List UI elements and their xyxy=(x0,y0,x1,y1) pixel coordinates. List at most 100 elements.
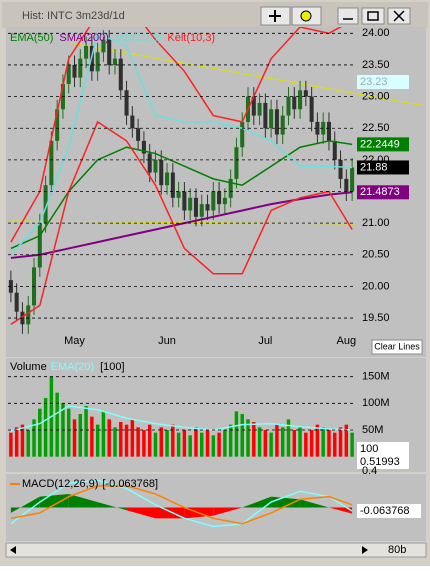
candle-body xyxy=(205,204,210,211)
candle-body xyxy=(344,178,349,192)
candle-body xyxy=(141,140,146,154)
candle-body xyxy=(182,191,187,211)
candle-body xyxy=(274,109,279,135)
candle-body xyxy=(350,167,355,192)
volume-bar xyxy=(280,427,285,457)
candle-body xyxy=(170,172,175,198)
candle-body xyxy=(118,58,123,91)
minimize-button[interactable] xyxy=(337,7,359,25)
y-tick-label: 19.50 xyxy=(362,312,390,324)
price-tag xyxy=(357,455,409,469)
y-tick-label: 23.50 xyxy=(362,59,390,71)
candle-body xyxy=(217,191,222,205)
volume-bar xyxy=(333,432,337,457)
candle-body xyxy=(321,121,326,135)
volume-bar xyxy=(176,432,181,457)
volume-bar xyxy=(309,430,314,457)
volume-bar xyxy=(217,432,221,457)
candle-body xyxy=(78,58,83,78)
volume-bar xyxy=(344,424,349,457)
volume-bar xyxy=(119,422,123,457)
macd-histogram xyxy=(97,502,127,511)
candle-body xyxy=(112,58,118,65)
volume-bar xyxy=(159,427,163,457)
macd-line xyxy=(10,485,353,525)
volume-bar xyxy=(286,419,291,457)
volume-bar xyxy=(246,419,250,457)
clear-lines-label[interactable]: Clear Lines xyxy=(374,341,420,351)
volume-bar xyxy=(263,430,268,457)
volume-bar xyxy=(304,432,308,457)
legend-entry: EMA(50) xyxy=(10,32,53,44)
candle-body xyxy=(298,90,303,110)
volume-bar xyxy=(32,419,36,457)
volume-bar xyxy=(269,432,273,457)
candle-body xyxy=(193,197,198,217)
price-tag xyxy=(357,185,409,200)
candle-body xyxy=(332,140,337,160)
crosshair-icon xyxy=(269,10,281,22)
volume-bar xyxy=(228,424,233,457)
candle-body xyxy=(101,39,106,53)
indicator-line xyxy=(10,27,343,243)
volume-bar xyxy=(205,430,210,457)
y-tick-label: 20.00 xyxy=(362,280,390,292)
volume-bar xyxy=(240,414,244,457)
volume-bar xyxy=(26,430,30,457)
x-tick-label: Jul xyxy=(258,335,272,347)
volume-bar xyxy=(101,411,106,457)
y-tick-label: 23.00 xyxy=(362,91,390,103)
macd-histogram xyxy=(10,496,40,513)
volume-bar xyxy=(194,427,198,457)
price-tag xyxy=(357,442,409,456)
volume-bar xyxy=(136,427,140,457)
volume-bar xyxy=(211,435,216,457)
candle-body xyxy=(286,96,291,116)
volume-bar xyxy=(9,432,13,457)
volume-bar xyxy=(165,430,169,457)
scrollbar[interactable] xyxy=(5,542,427,558)
plot xyxy=(9,376,354,457)
macd-histogram xyxy=(213,507,243,516)
candle-body xyxy=(315,121,320,135)
candle-body xyxy=(147,153,152,173)
y-tick-label: 50M xyxy=(362,424,383,436)
x-tick-label: May xyxy=(64,335,85,347)
price-tag xyxy=(357,160,409,175)
volume-bar xyxy=(142,430,146,457)
macd-line xyxy=(10,479,353,528)
indicator-line xyxy=(10,405,353,432)
candle-body xyxy=(211,191,216,211)
y-tick-label: 100M xyxy=(362,397,390,409)
volume-bar xyxy=(350,432,354,457)
candle-body xyxy=(153,159,158,173)
candle-body xyxy=(26,305,31,325)
volume-bar xyxy=(130,419,135,457)
clear-lines-button[interactable] xyxy=(371,339,423,355)
candle-body xyxy=(107,39,112,65)
candle-body xyxy=(199,204,204,217)
price-tag-label: 23.23 xyxy=(360,76,388,88)
volume-bar xyxy=(78,414,83,457)
y-tick-label: 20.50 xyxy=(362,249,390,261)
candle-body xyxy=(251,96,256,116)
candle-body xyxy=(165,172,170,186)
maximize-button[interactable] xyxy=(361,7,385,25)
candle-body xyxy=(263,102,268,129)
price-tag xyxy=(357,75,409,90)
macd-histogram xyxy=(328,507,353,514)
indicator-line xyxy=(10,32,353,256)
volume-bar xyxy=(95,424,100,457)
panel-title: Volume xyxy=(10,361,47,373)
macd-histogram xyxy=(126,507,156,519)
y-tick-label: 21.00 xyxy=(362,217,390,229)
candle-body xyxy=(228,178,233,198)
scrollbar-label: 80b xyxy=(388,544,406,556)
panel-param: [100] xyxy=(100,361,124,373)
volume-bar xyxy=(113,427,117,457)
volume-bar xyxy=(72,419,77,457)
candle-body xyxy=(292,96,297,110)
candle-body xyxy=(159,159,164,186)
legend-entry: SMA(200) xyxy=(59,32,109,44)
candle-body xyxy=(136,128,141,141)
